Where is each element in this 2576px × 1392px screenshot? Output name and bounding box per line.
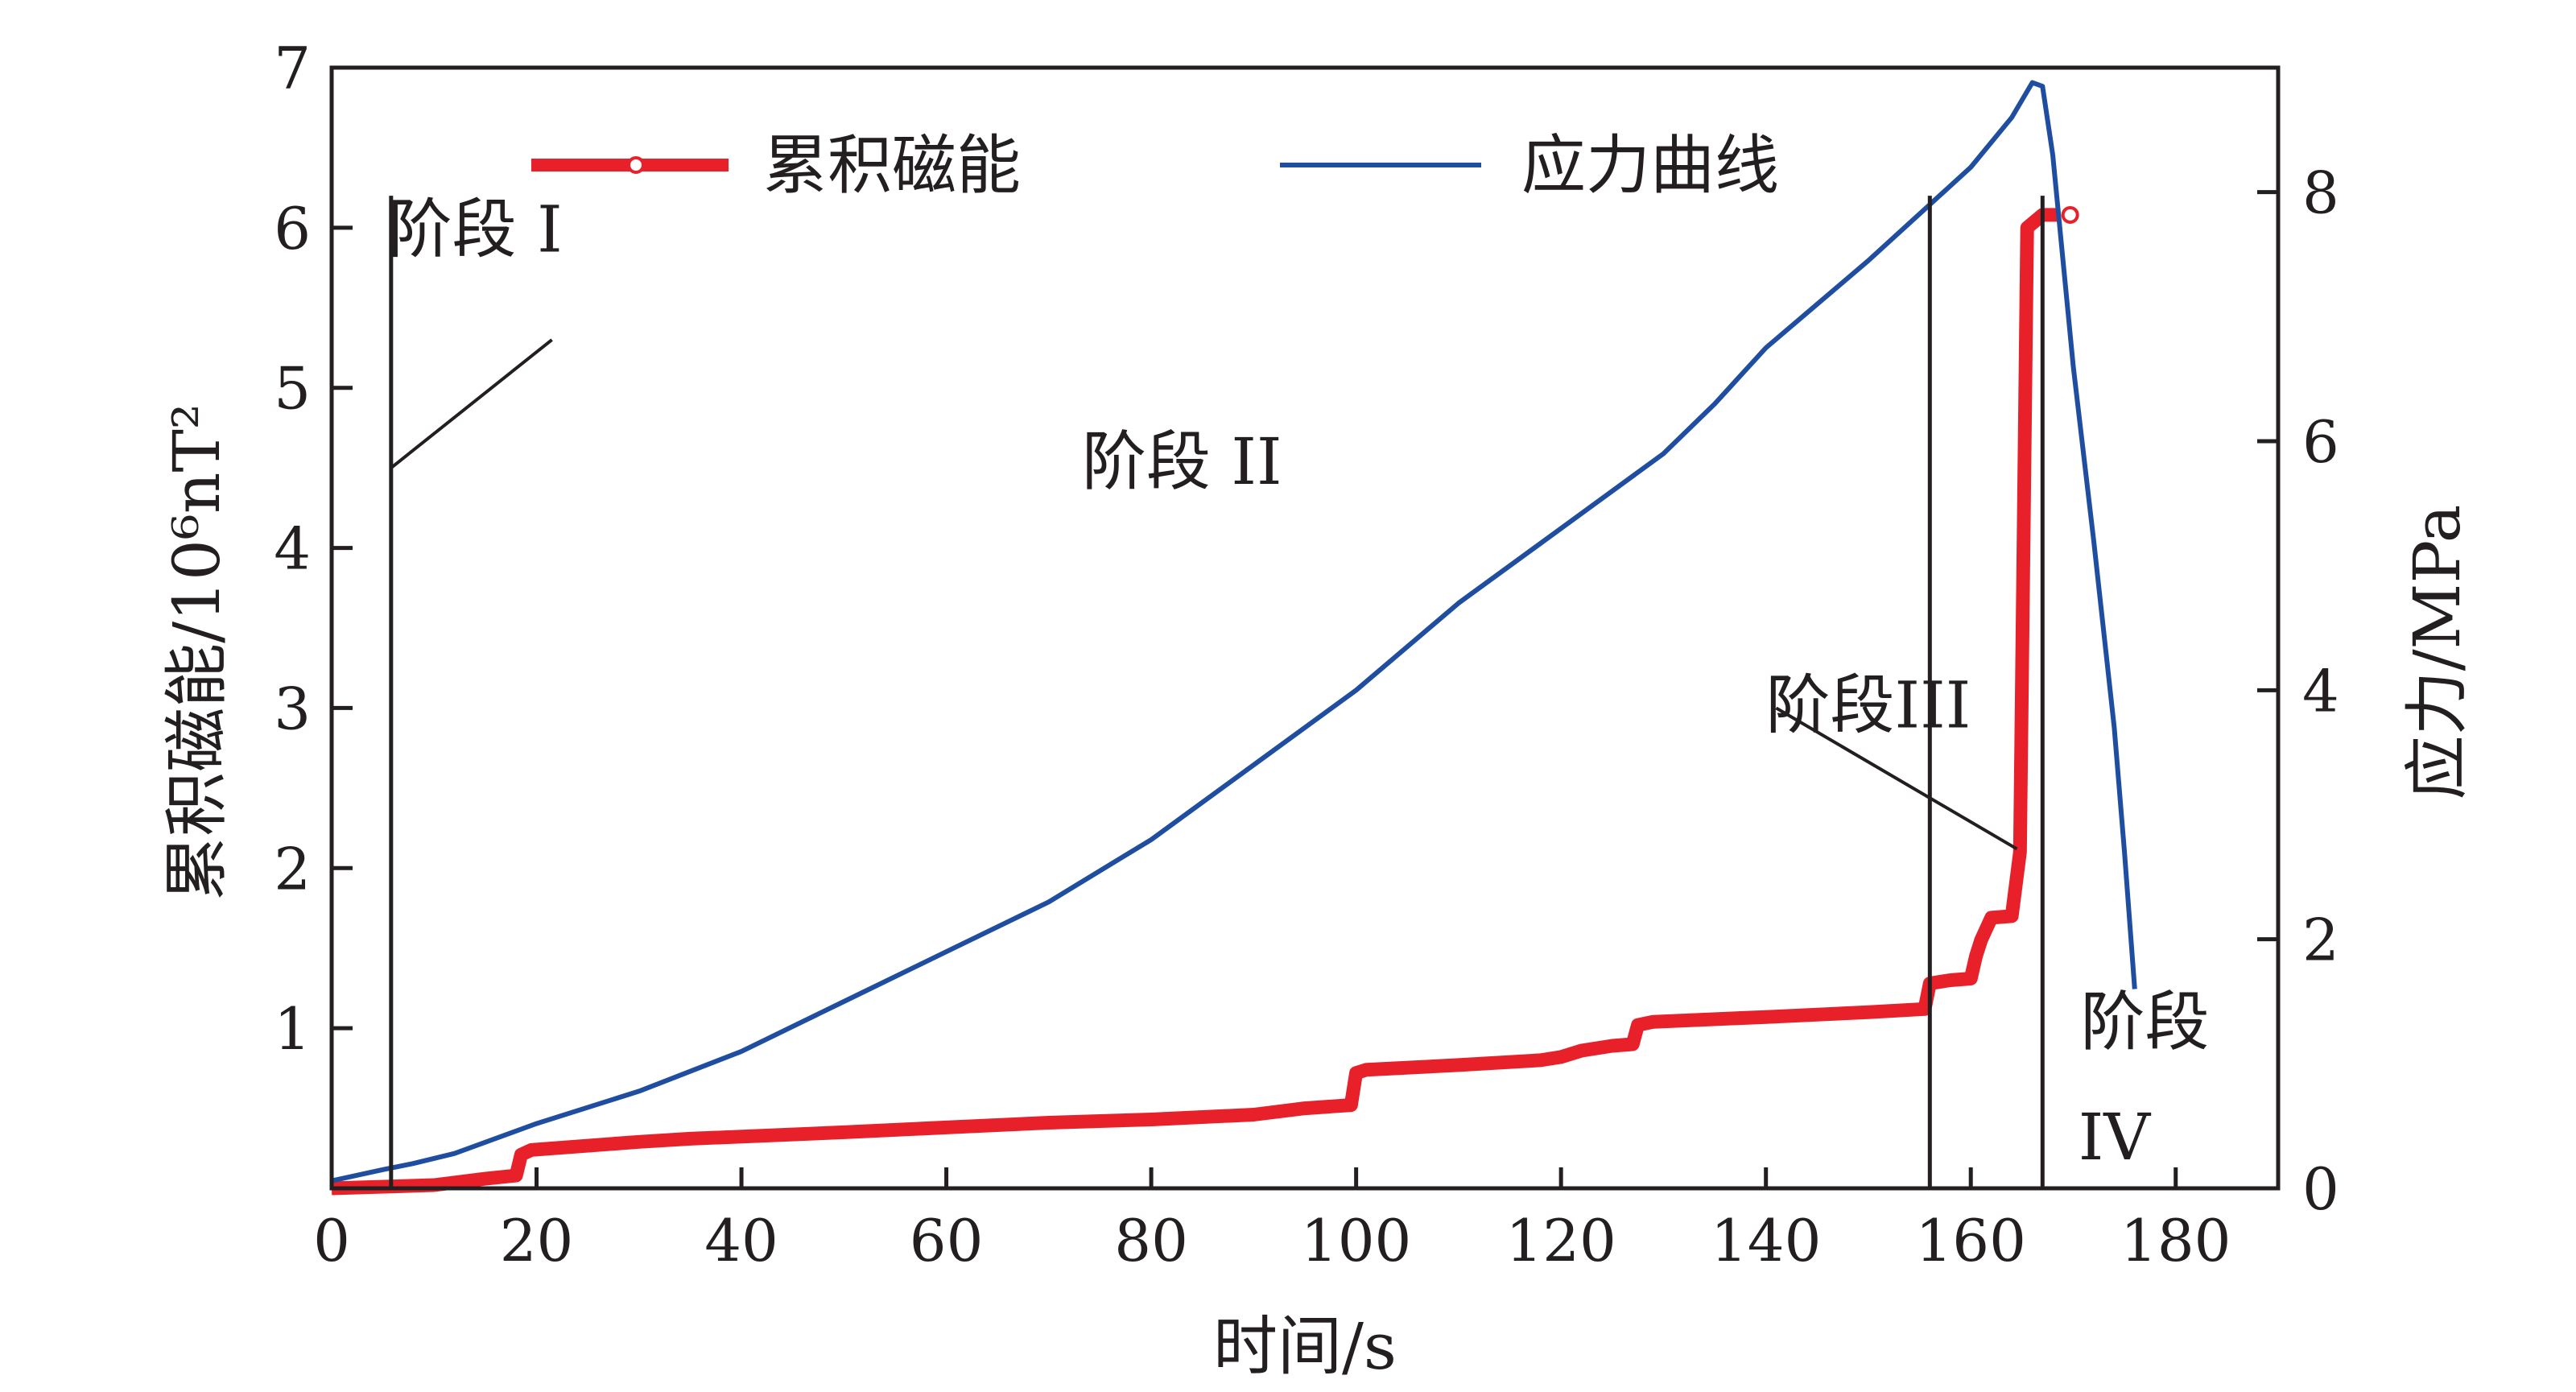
x-tick-label: 120 — [1505, 1207, 1616, 1274]
chart-legend: 累积磁能 应力曲线 — [531, 128, 1779, 203]
y-left-axis-title: 累积磁能/10⁶nT² — [159, 403, 234, 901]
x-tick-label: 0 — [313, 1207, 350, 1274]
y-left-tick-label: 7 — [274, 35, 311, 102]
axes-group: 0 20 40 60 80 100 120 140 160 180 1 2 3 4 5 6 7 0 2 4 6 8 时间/s… — [159, 35, 2475, 1384]
series-line-1 — [331, 208, 2059, 1196]
plot-frame — [329, 65, 2281, 1191]
x-tick-label: 60 — [910, 1207, 984, 1274]
x-tick-label: 140 — [1711, 1207, 1821, 1274]
chart-series-group — [331, 80, 2137, 1196]
x-tick-label: 160 — [1915, 1207, 2025, 1274]
annotation-leader-line — [390, 338, 553, 469]
y-right-axis-title: 应力/MPa — [2400, 505, 2475, 800]
stage-label: 阶段 I — [388, 192, 563, 267]
stage-label: 阶段III — [1766, 667, 1971, 742]
y-left-tick-label: 4 — [274, 515, 311, 583]
stage-label: IV — [2079, 1100, 2152, 1175]
stage-divider-group: 阶段 I 阶段 II 阶段III 阶段 IV — [388, 192, 2210, 1188]
legend-marker-series-1 — [627, 156, 645, 174]
legend-label-series-2: 应力曲线 — [1521, 128, 1779, 203]
y-right-tick-label: 8 — [2302, 159, 2339, 227]
y-right-tick-label: 6 — [2302, 408, 2339, 476]
y-left-tick-label: 6 — [274, 195, 311, 262]
y-right-tick-label: 0 — [2302, 1155, 2339, 1223]
stage-label: 阶段 — [2081, 985, 2210, 1059]
y-left-tick-label: 5 — [274, 355, 311, 423]
y-left-tick-label: 2 — [274, 835, 311, 903]
stage-label: 阶段 II — [1082, 424, 1282, 499]
y-right-tick-label: 2 — [2302, 907, 2339, 974]
y-right-tick-label: 4 — [2302, 657, 2339, 725]
x-tick-label: 40 — [704, 1207, 778, 1274]
series-end-marker — [2061, 205, 2079, 224]
x-axis-title: 时间/s — [1213, 1309, 1397, 1384]
legend-label-series-1: 累积磁能 — [763, 128, 1021, 203]
y-left-tick-label: 1 — [274, 995, 311, 1063]
x-tick-label: 100 — [1301, 1207, 1411, 1274]
x-tick-label: 180 — [2120, 1207, 2231, 1274]
annotation-leader-line — [1775, 706, 2018, 851]
x-tick-label: 20 — [500, 1207, 574, 1274]
series-line-2 — [331, 80, 2137, 1183]
x-tick-label: 80 — [1114, 1207, 1188, 1274]
y-left-tick-label: 3 — [274, 675, 311, 742]
